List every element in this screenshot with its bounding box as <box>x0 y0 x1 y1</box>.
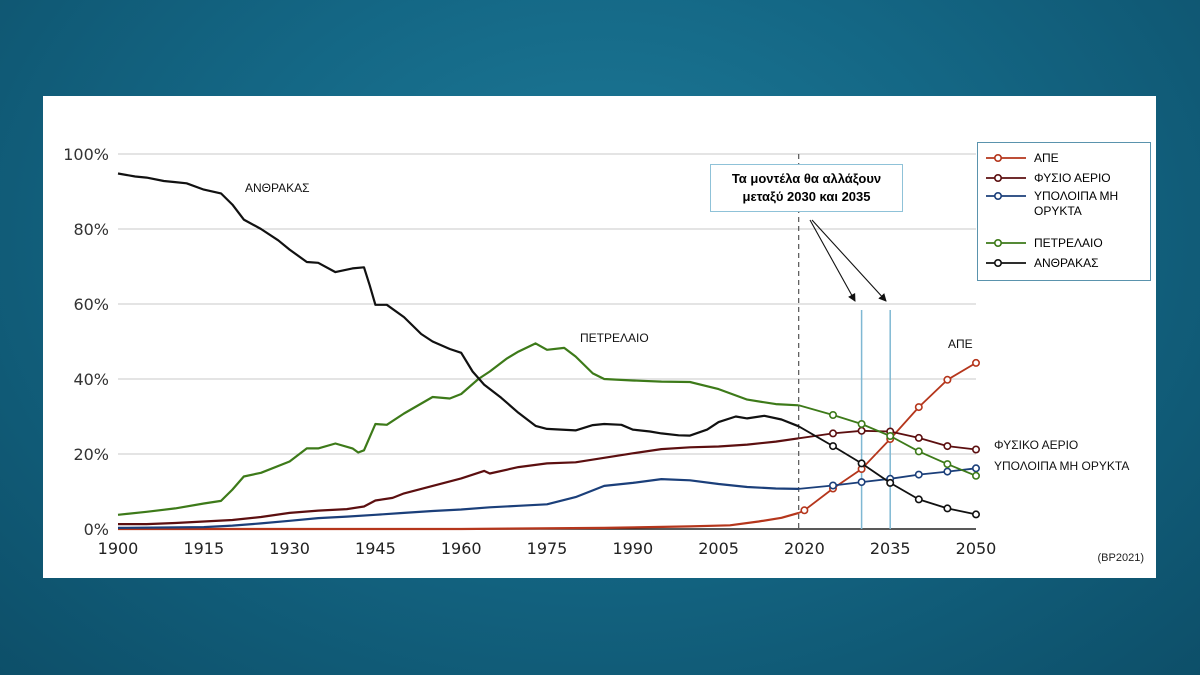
callout-arrow <box>809 219 856 302</box>
legend-label: ΥΠΟΛΟΙΠΑ ΜΗ ΟΡΥΚΤΑ <box>1034 189 1119 218</box>
projection-markers <box>798 154 891 529</box>
x-tick-label: 1900 <box>98 539 139 558</box>
legend-label: ΑΝΘΡΑΚΑΣ <box>1034 256 1099 270</box>
x-tick-label: 1915 <box>183 539 224 558</box>
legend-item: ΠΕΤΡΕΛΑΙΟ <box>986 236 1124 251</box>
legend-swatch <box>986 238 1026 248</box>
legend-item: ΑΝΘΡΑΚΑΣ <box>986 256 1124 271</box>
series-point <box>971 510 980 519</box>
series-4 <box>117 172 980 519</box>
series-annotations: ΑΝΘΡΑΚΑΣ ΠΕΤΡΕΛΑΙΟ ΑΠΕ ΦΥΣΙΚΟ ΑΕΡΙΟ ΥΠΟΛΟΙΠΑ… <box>245 181 1129 473</box>
series-point <box>914 470 923 479</box>
callout-box: Τα μοντέλα θα αλλάξουν μεταξύ 2030 και 2… <box>710 164 903 212</box>
annotation-renewables: ΑΠΕ <box>948 337 973 351</box>
series-point <box>943 467 952 476</box>
series-point <box>886 478 895 487</box>
series-projection-line <box>798 362 977 514</box>
series-point <box>828 481 837 490</box>
series-point <box>971 464 980 473</box>
series-history-line <box>117 478 799 529</box>
series-point <box>943 375 952 384</box>
x-tick-label: 2035 <box>870 539 911 558</box>
x-tick-label: 1990 <box>612 539 653 558</box>
series-point <box>943 442 952 451</box>
series-point <box>971 358 980 367</box>
legend-swatch-marker <box>994 153 1003 163</box>
y-tick-label: 40% <box>73 370 109 389</box>
legend-swatch-marker <box>994 238 1003 248</box>
legend-swatch-marker <box>994 173 1003 183</box>
series-point <box>828 429 837 438</box>
legend-swatch <box>986 173 1026 183</box>
legend-label: ΦΥΣΙΟ ΑΕΡΙΟ <box>1034 171 1111 185</box>
series-history-line <box>117 172 800 437</box>
y-tick-label: 80% <box>73 220 109 239</box>
x-tick-label: 2050 <box>956 539 997 558</box>
legend-swatch-marker <box>994 191 1003 201</box>
series-lines <box>117 172 980 531</box>
series-point <box>914 433 923 442</box>
legend-label: ΑΠΕ <box>1034 151 1059 165</box>
legend-swatch <box>986 258 1026 268</box>
chart-panel: 0% 20% 40% 60% 80% 100% 1900 1915 1930 1945 1960 1… <box>43 96 1156 578</box>
series-point <box>828 410 837 419</box>
x-tick-label: 2020 <box>784 539 825 558</box>
series-point <box>857 426 866 435</box>
series-point <box>914 403 923 412</box>
energy-mix-chart: 0%20%40%60%80%100% 1900 1915 1930 1945 1960 1… <box>63 145 1144 564</box>
series-history-line <box>118 437 799 526</box>
legend-item: ΥΠΟΛΟΙΠΑ ΜΗ ΟΡΥΚΤΑ <box>986 189 1124 219</box>
series-point <box>943 460 952 469</box>
y-tick-label: 20% <box>73 445 109 464</box>
x-tick-labels: 1900 1915 1930 1945 1960 1975 1990 2005 2020 2035… <box>98 539 997 558</box>
series-point <box>857 459 866 468</box>
series-history-line <box>117 342 799 516</box>
callout-line-2: μεταξύ 2030 και 2035 <box>742 189 871 204</box>
series-3 <box>117 342 980 516</box>
x-tick-label: 1960 <box>441 539 482 558</box>
series-point <box>828 442 837 451</box>
legend-item: ΑΠΕ <box>986 151 1124 166</box>
x-tick-label: 2005 <box>698 539 739 558</box>
x-tick-label: 1930 <box>269 539 310 558</box>
series-point <box>914 495 923 504</box>
annotation-gas: ΦΥΣΙΚΟ ΑΕΡΙΟ <box>994 438 1078 452</box>
legend-label: ΠΕΤΡΕΛΑΙΟ <box>1034 236 1103 250</box>
series-point <box>971 471 980 480</box>
series-point <box>943 504 952 513</box>
legend-swatch <box>986 191 1026 201</box>
y-tick-label: 60% <box>73 295 109 314</box>
x-tick-label: 1975 <box>527 539 568 558</box>
series-point <box>886 431 895 440</box>
legend: ΑΠΕ ΦΥΣΙΟ ΑΕΡΙΟ ΥΠΟΛΟΙΠΑ ΜΗ ΟΡΥΚΤΑ ΠΕΤΡΕΛΑΙ… <box>977 142 1151 281</box>
legend-item: ΦΥΣΙΟ ΑΕΡΙΟ <box>986 171 1124 186</box>
annotation-oil: ΠΕΤΡΕΛΑΙΟ <box>580 331 649 345</box>
series-point <box>971 445 980 454</box>
annotation-other: ΥΠΟΛΟΙΠΑ ΜΗ ΟΡΥΚΤΑ <box>994 459 1129 473</box>
y-tick-label: 100% <box>63 145 109 164</box>
series-point <box>857 478 866 487</box>
callout-line-1: Τα μοντέλα θα αλλάξουν <box>731 171 882 186</box>
series-point <box>857 419 866 428</box>
series-point <box>800 506 809 515</box>
series-history-line <box>118 511 800 531</box>
annotation-coal: ΑΝΘΡΑΚΑΣ <box>245 181 310 195</box>
callout-arrow <box>811 219 887 302</box>
series-point <box>914 447 923 456</box>
legend-swatch-marker <box>994 258 1003 268</box>
y-tick-labels: 0% 20% 40% 60% 80% 100% <box>63 145 109 539</box>
x-tick-label: 1945 <box>355 539 396 558</box>
source-label: (BP2021) <box>1098 552 1144 564</box>
legend-swatch <box>986 153 1026 163</box>
y-tick-label: 0% <box>84 520 109 539</box>
callout-arrows <box>809 219 887 302</box>
series-2 <box>117 464 980 529</box>
